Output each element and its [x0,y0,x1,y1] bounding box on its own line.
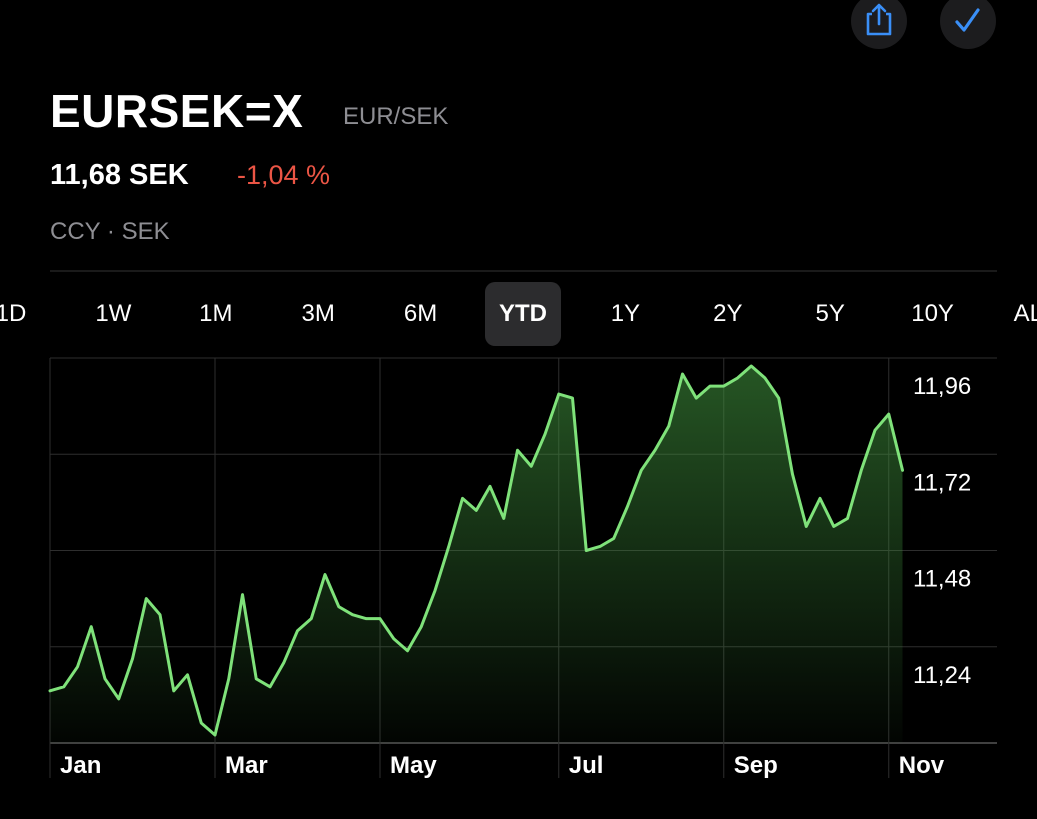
range-tab[interactable]: 1D [0,300,27,327]
x-tick-label: Jan [60,752,101,779]
y-tick-label: 11,72 [913,469,971,496]
range-tab[interactable]: ALL [1013,300,1037,327]
y-tick-label: 11,48 [913,566,971,593]
pair-name: EUR/SEK [343,103,449,130]
x-tick-label: May [390,752,437,779]
x-tick-label: Mar [225,752,268,779]
range-tab[interactable]: 10Y [911,300,954,327]
range-tab[interactable]: 5Y [815,300,845,327]
range-tab[interactable]: 2Y [713,300,743,327]
symbol: EURSEK=X [50,85,304,137]
range-tab[interactable]: 1W [95,300,132,327]
toolbar [851,0,996,49]
share-button[interactable] [851,0,907,49]
price: 11,68 SEK [50,159,189,191]
exchange: CCY · SEK [50,218,170,245]
change: -1,04 % [237,160,331,190]
range-tab[interactable]: 3M [301,300,335,327]
range-tab[interactable]: 1Y [610,300,641,327]
done-button[interactable] [940,0,996,49]
range-tabs: 1D 1W 1M 3M 6M YTD 1Y 2Y 5Y 10Y ALL [0,282,1037,348]
area [50,366,903,743]
y-tick-label: 11,96 [913,373,971,400]
range-tab[interactable]: 6M [403,300,438,327]
range-tab[interactable]: 1M [199,300,233,327]
range-tab[interactable]: YTD [485,282,561,346]
x-tick-label: Sep [734,752,778,779]
y-tick-label: 11,24 [913,662,971,689]
x-tick-label: Nov [899,752,945,779]
line [48,364,904,737]
x-tick-label: Jul [569,752,604,779]
